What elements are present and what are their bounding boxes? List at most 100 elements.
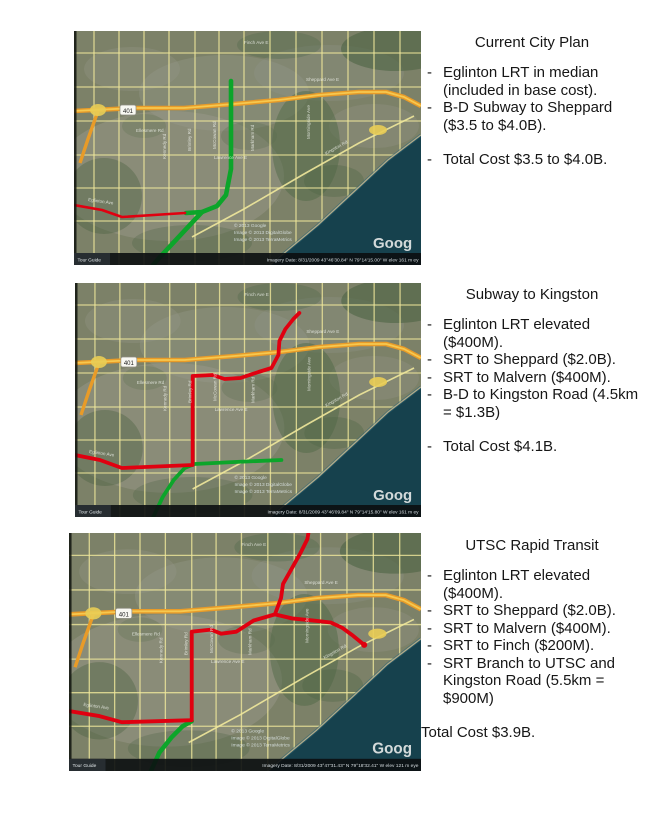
road-label: Brimley Rd [187,128,192,151]
status-bar [69,758,421,771]
terrain-patch [139,55,309,131]
map-current-city-plan[interactable]: 401 Finch Ave E Sheppard Ave E Ellesmere Rd… [74,31,421,265]
map-subway-to-kingston[interactable]: 401 Finch Ave E Sheppard Ave E Ellesmere Rd… [75,283,421,517]
shoreline [267,638,421,771]
terrain-patch [69,614,282,747]
bullet-dash: - [427,619,432,637]
tour-guide-button-label[interactable]: Tour Guide [78,257,102,263]
total-cost-line: - Total Cost $4.1B. [421,438,643,456]
section-title: Subway to Kingston [465,286,599,303]
bullet-text: SRT to Finch ($200M). [443,637,595,654]
tour-guide-button[interactable] [75,505,111,517]
road-label: Morningside Ave [306,357,311,391]
road-label: Morningside Ave [306,105,311,139]
total-cost-line: - Total Cost $3.5 to $4.0B. [421,151,643,169]
road-label: Markham Rd [248,628,253,655]
total-cost-text: Total Cost $3.9B. [421,724,536,741]
bullet-item: - SRT to Sheppard ($2.0B). [427,351,643,369]
window-edge [69,533,72,771]
road-label: McCowan Rd [209,625,214,653]
map-attribution: Image © 2013 TerraMetrics [235,488,293,495]
section-title: UTSC Rapid Transit [465,537,599,554]
section-utsc-rapid-transit: UTSC Rapid Transit - Eglinton LRT elevate… [421,536,643,742]
tour-guide-button[interactable] [74,253,110,265]
google-logo: Goog [373,487,412,504]
highway-401-shield-label: 401 [124,361,135,367]
section-subway-to-kingston: Subway to Kingston - Eglinton LRT elevate… [421,285,643,456]
road-label: Brimley Rd [184,632,189,655]
road-label: Lawrence Ave E [215,407,248,412]
bullet-item: - Eglinton LRT in median (included in bas… [427,64,643,99]
bullet-text: Eglinton LRT in median (included in base… [443,64,599,99]
road-label: Kennedy Rd [158,637,163,663]
road-label: Brimley Rd [188,380,193,403]
terrain-patch [134,557,308,635]
total-cost-line: Total Cost $3.9B. [421,724,643,742]
satellite-map-canvas[interactable]: 401 Finch Ave E Sheppard Ave E Ellesmere Rd… [74,31,421,265]
window-edge [74,31,77,265]
status-bar-text: Imagery Date: 8/31/2009 43°46'09.84" N 7… [267,509,419,515]
bullet-text: B-D Subway to Sheppard ($3.5 to $4.0B). [443,99,613,134]
terrain-patch [221,122,277,150]
road-label: Finch Ave E [241,542,266,547]
highway-401-shield-label: 401 [123,109,134,115]
bullet-text: Eglinton LRT elevated ($400M). [443,316,591,351]
total-cost-text: Total Cost $3.5 to $4.0B. [443,151,608,168]
highway-401-shield [120,356,138,368]
road-label: Kennedy Rd [163,385,168,411]
satellite-map-canvas[interactable]: 401 Finch Ave E Sheppard Ave E Ellesmere Rd… [69,533,421,771]
status-bar [74,253,421,265]
terrain-patch [74,158,142,234]
terrain-patch [237,283,322,311]
map-utsc-rapid-transit[interactable]: 401 Finch Ave E Sheppard Ave E Ellesmere Rd… [69,533,421,771]
map-attribution: © 2013 Google [234,222,267,229]
highway-interchange [368,628,387,639]
red-transit-route [74,203,187,219]
highway-401-centerline [74,91,421,112]
red-transit-route [272,612,367,647]
bullet-list: - Eglinton LRT in median (included in bas… [421,64,643,134]
bullet-dash: - [427,368,432,386]
tour-guide-button-label[interactable]: Tour Guide [73,763,97,769]
terrain-patch [237,31,321,59]
bullet-item: - SRT to Finch ($200M). [427,637,643,655]
road-label: Eglinton Ave [83,702,110,711]
bullet-dash: - [427,567,432,584]
terrain-patch [341,31,421,71]
terrain-patch [272,91,340,201]
status-bar [75,505,421,517]
green-transit-route [151,458,284,517]
road-label: Ellesmere Rd [137,380,165,385]
bullet-item: - SRT to Malvern ($400M). [427,620,643,638]
shoreline [270,386,421,517]
bullet-item: - SRT to Malvern ($400M). [427,369,643,387]
bullet-item: - B-D to Kingston Road (4.5km = $1.3B) [427,386,643,421]
bullet-text: SRT to Malvern ($400M). [443,619,611,637]
road-label: Sheppard Ave E [304,580,338,585]
road-label: Eglinton Ave [89,449,115,458]
bullet-dash: - [427,99,432,116]
bullet-text: SRT to Sheppard ($2.0B). [443,602,616,619]
road-label: Markham Rd [250,376,255,403]
map-attribution: Image © 2013 DigitalGlobe [231,734,290,741]
terrain-patch [304,417,365,449]
route-endpoint-dot [361,641,368,648]
terrain-patch [139,307,310,383]
tour-guide-button-label[interactable]: Tour Guide [78,509,102,515]
bullet-dash: - [427,386,432,403]
road-label: Lawrence Ave E [214,155,247,160]
highway-401-centerline [69,594,421,616]
bullet-dash: - [427,316,432,333]
highway-interchange-ramp [73,613,95,668]
highway-interchange [85,607,102,620]
bullet-list: - Eglinton LRT elevated ($400M). - SRT to S… [421,316,643,421]
terrain-patch [79,549,177,595]
bullet-dash: - [427,64,432,81]
satellite-map-canvas[interactable]: 401 Finch Ave E Sheppard Ave E Ellesmere Rd… [75,283,421,517]
road-label: Finch Ave E [244,40,268,45]
road-label: Lawrence Ave E [211,659,245,664]
tour-guide-button[interactable] [69,758,106,771]
road-label: McCowan Rd [213,373,218,401]
road-label: Markham Rd [250,124,255,151]
